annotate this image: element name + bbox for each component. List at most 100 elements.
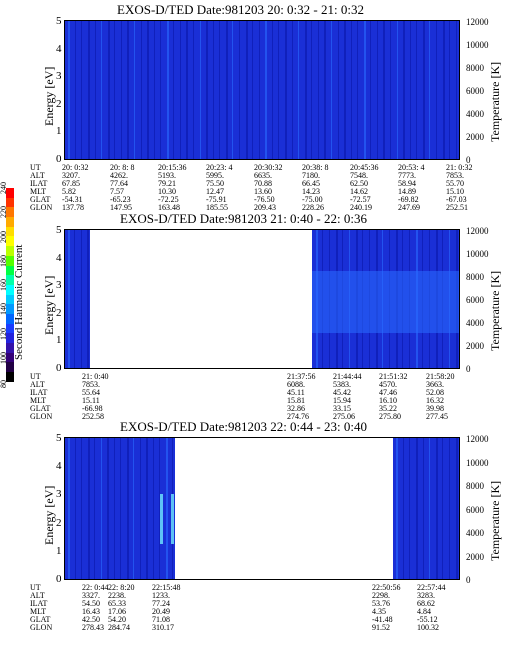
y-right-tick: 6000 (466, 504, 484, 515)
heatmap-stripe (403, 21, 406, 159)
orbit-cell: -76.50 (254, 195, 275, 204)
heatmap-stripe (422, 438, 424, 579)
chart-title: EXOS-D/TED Date:981203 22: 0:44 - 23: 0:… (120, 419, 367, 434)
orbit-cell: 20:23: 4 (206, 163, 233, 172)
orbit-cell: 53.76 (372, 599, 390, 608)
orbit-cell: -75.91 (206, 195, 227, 204)
heatmap-stripe (344, 21, 347, 159)
orbit-cell: 20.49 (152, 607, 170, 616)
orbit-cell: 32.86 (287, 404, 305, 413)
chart-title: EXOS-D/TED Date:981203 21: 0:40 - 22: 0:… (120, 211, 367, 226)
heatmap-high-intensity (171, 494, 175, 544)
orbit-cell: 10.30 (158, 187, 176, 196)
orbit-row-label: MLT (30, 187, 47, 196)
heatmap-stripe (429, 438, 431, 579)
orbit-cell: -41.48 (372, 615, 393, 624)
orbit-cell: 147.95 (110, 203, 132, 212)
colorbar-tick: 140 (0, 303, 8, 316)
orbit-cell: 2238. (108, 591, 126, 600)
y-right-tick: 10000 (466, 249, 489, 259)
orbit-cell: 45.42 (333, 388, 351, 397)
orbit-cell: 42.50 (82, 615, 100, 624)
heatmap-stripe (153, 21, 155, 159)
orbit-cell: 65.33 (108, 599, 126, 608)
orbit-cell: 45.11 (287, 388, 305, 397)
orbit-cell: 22:50:56 (372, 583, 401, 592)
heatmap-stripe (298, 21, 300, 159)
y-left-tick: 5 (56, 224, 62, 236)
heatmap-stripe (179, 21, 181, 159)
orbit-cell: 275.06 (333, 412, 355, 421)
orbit-cell: 4570. (379, 380, 397, 389)
heatmap-plot (64, 437, 460, 580)
orbit-cell: 15.81 (287, 396, 305, 405)
heatmap-stripe (166, 21, 169, 159)
orbit-cell: 5995. (206, 171, 224, 180)
y-right-tick: 12000 (466, 226, 489, 236)
orbit-cell: 209.43 (254, 203, 276, 212)
heatmap-stripe (139, 438, 141, 579)
y-right-tick: 2000 (466, 132, 484, 142)
orbit-cell: 55.70 (446, 179, 464, 188)
heatmap-stripe (120, 21, 122, 159)
orbit-row-label: ILAT (30, 599, 48, 608)
orbit-row-label: ALT (30, 591, 45, 600)
orbit-cell: 16.10 (379, 396, 397, 405)
heatmap-stripe (449, 21, 451, 159)
orbit-row-label: UT (30, 372, 41, 381)
y-left-tick: 0 (56, 153, 62, 165)
orbit-cell: 33.15 (333, 404, 351, 413)
heatmap-stripe (81, 21, 83, 159)
orbit-cell: 21:58:20 (426, 372, 455, 381)
colorbar-tick: 200 (0, 230, 8, 243)
heatmap-stripe (291, 21, 293, 159)
heatmap-stripe (74, 438, 76, 579)
orbit-cell: 252.51 (446, 203, 468, 212)
orbit-cell: 3207. (62, 171, 80, 180)
orbit-cell: 163.48 (158, 203, 180, 212)
heatmap-stripe (449, 438, 451, 579)
y-left-tick: 2 (56, 516, 62, 529)
orbit-cell: 7180. (302, 171, 320, 180)
heatmap-stripe (113, 438, 115, 579)
heatmap-stripe (81, 438, 83, 579)
colorbar-tick: 80 (0, 380, 8, 388)
orbit-cell: 22: 8:20 (108, 583, 135, 592)
heatmap-stripe (80, 230, 82, 368)
y-right-tick: 10000 (466, 457, 489, 468)
orbit-cell: -66.98 (82, 404, 103, 413)
heatmap-stripe (68, 21, 71, 159)
orbit-cell: 5383. (333, 380, 351, 389)
orbit-cell: 70.88 (254, 179, 272, 188)
heatmap-data-segment (65, 438, 176, 579)
heatmap-stripe (127, 21, 130, 159)
orbit-cell: 54.50 (82, 599, 100, 608)
y-right-tick: 4000 (466, 528, 484, 538)
y-axis-label-right: Temperature [K] (488, 61, 502, 142)
colorbar-tick: 120 (0, 327, 8, 340)
heatmap-stripe (165, 438, 168, 579)
orbit-cell: 275.80 (379, 412, 401, 421)
heatmap-stripe (311, 21, 313, 159)
orbit-cell: 21:51:32 (379, 372, 408, 381)
orbit-cell: -75.00 (302, 195, 323, 204)
heatmap-stripe (435, 438, 438, 579)
y-left-tick: 1 (56, 544, 62, 557)
orbit-cell: 3663. (426, 380, 444, 389)
orbit-row-label: GLON (30, 623, 53, 632)
y-left-tick: 1 (56, 334, 62, 347)
heatmap-stripe (206, 21, 209, 159)
orbit-cell: 20:45:36 (350, 163, 379, 172)
orbit-cell: 62.50 (350, 179, 368, 188)
orbit-cell: 21:37:56 (287, 372, 316, 381)
heatmap-stripe (396, 438, 399, 579)
orbit-cell: 77.24 (152, 599, 170, 608)
orbit-cell: 277.45 (426, 412, 448, 421)
orbit-cell: -72.57 (350, 195, 371, 204)
orbit-row-label: GLAT (30, 404, 51, 413)
heatmap-stripe (68, 438, 71, 579)
heatmap-stripe (390, 21, 392, 159)
heatmap-stripe (402, 438, 404, 579)
orbit-cell: 3283. (417, 591, 435, 600)
colorbar-tick: 100 (0, 351, 8, 364)
